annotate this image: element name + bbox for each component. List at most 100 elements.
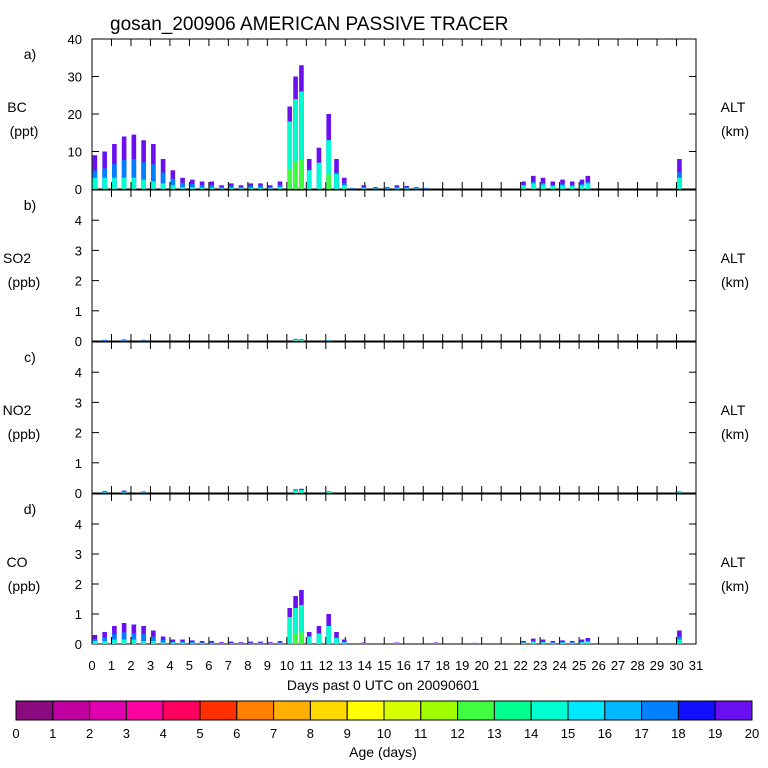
bar-age-young [334,638,339,644]
bar-age-mid [141,162,146,189]
colorbar-tick-label: 19 [708,726,722,741]
panel-right-units: (km) [721,123,749,139]
colorbar-swatch [273,700,311,721]
bar-age-mid [373,187,378,189]
x-tick-label: 18 [435,658,449,673]
colorbar-tick-label: 9 [344,726,351,741]
y-tick-label: 4 [75,517,82,532]
x-tick-label: 5 [186,658,193,673]
bar-age-young [433,643,439,644]
panel-units: (ppb) [8,274,41,290]
colorbar-swatch [493,700,532,721]
bar-age-mid [248,642,254,644]
panel-units: (ppb) [8,578,41,594]
panel-right-label: ALT [721,554,746,570]
bar-age-young [530,183,536,189]
colorbar-tick-label: 15 [561,726,575,741]
bar-age-young [361,188,367,189]
bar-age-young [550,642,556,644]
colorbar-swatch [15,700,54,721]
panel-right-units: (km) [721,578,749,594]
bar-age-young [258,643,263,644]
bar-age-mid [404,187,409,189]
y-tick-label: 3 [75,243,82,258]
y-tick-label: 0 [75,637,82,652]
panel-units: (ppt) [10,123,39,139]
bar-age-young [219,643,224,644]
colorbar-tick-label: 18 [671,726,685,741]
bar-age-young [316,162,322,189]
bar-age-mid [160,172,166,189]
colorbar-tick-label: 17 [634,726,648,741]
panel-letter: c) [24,349,36,365]
chart-title: gosan_200906 AMERICAN PASSIVE TRACER [110,14,509,35]
colorbar-label: Age (days) [349,744,417,760]
panel-ylabel: NO2 [3,402,32,418]
bar-age-young [677,177,682,189]
colorbar-tick-label: 11 [414,726,428,741]
colorbar-tick-label: 16 [598,726,612,741]
panel-frame [91,189,697,342]
bar-age-young [228,643,234,644]
panel-1: 0 10 20 30 40 a) BC (ppt) ALT (km) [7,32,749,197]
colorbar-swatch [383,700,422,721]
bar-age-young [299,489,304,493]
y-tick-label: 2 [75,577,82,592]
y-tick-label: 4 [75,213,82,228]
bar-age-young [299,91,304,189]
bar-age-youngest [326,174,332,189]
colorbar-swatch [346,700,385,721]
bar-age-young [170,185,176,189]
bar-age-mid [131,159,137,189]
x-tick-label: 8 [244,658,251,673]
panel-frame [91,341,697,494]
bar-age-mid [112,634,117,644]
x-tick-label: 20 [474,658,488,673]
x-tick-label: 4 [166,658,173,673]
bar-age-mid [209,184,215,189]
bar-age-young [131,639,137,644]
colorbar-tick-label: 8 [307,726,314,741]
bar-age-young [267,643,273,644]
x-tick-label: 17 [416,658,430,673]
x-tick-label: 24 [552,658,566,673]
bar-age-young [530,641,536,644]
y-tick-label: 20 [68,107,82,122]
x-tick-label: 10 [280,658,294,673]
bar-age-young [579,185,585,189]
x-tick-label: 11 [300,658,314,673]
bar-age-young [228,187,234,189]
panel-2: 0 1 2 3 4 b) SO2 (ppb) ALT (km) [3,189,749,349]
x-tick-label: 3 [147,658,154,673]
colorbar-tick-label: 14 [524,726,538,741]
age-colorbar: 0 1 2 3 4 5 6 7 8 9 10 11 12 13 14 15 16 17 18 19 20 [12,700,759,741]
x-tick-label: 22 [513,658,527,673]
x-tick-label: 2 [127,658,134,673]
bar-age-young [209,643,215,644]
panel-right-units: (km) [721,274,749,290]
bar-age-young [326,340,332,341]
bar-age-young [151,641,156,644]
bar-age-young [160,642,166,644]
x-tick-label: 0 [88,658,95,673]
x-axis: 0 1 2 3 4 5 6 7 8 9 10 11 12 13 14 15 16 17 18 19 20 21 22 23 24… [88,658,703,673]
bar-age-mid [228,642,234,644]
bar-age-mid [121,491,127,493]
bar-age-mid [267,186,273,189]
panel-ylabel: SO2 [3,250,31,266]
bar-age-young [677,492,682,493]
bar-age-young [569,642,575,644]
colorbar-swatch [52,700,91,721]
bar-age-young [550,186,556,189]
bar-age-young [585,641,591,644]
colorbar-swatch [604,700,643,721]
bar-age-young [579,642,585,644]
y-tick-label: 40 [68,32,82,47]
x-tick-label: 27 [611,658,625,673]
bar-age-young [92,177,98,189]
bar-age-young [293,339,298,341]
bar-age-youngest [299,632,304,644]
y-tick-label: 2 [75,426,82,441]
bar-age-young [121,492,127,493]
bar-age-mid [170,178,176,189]
